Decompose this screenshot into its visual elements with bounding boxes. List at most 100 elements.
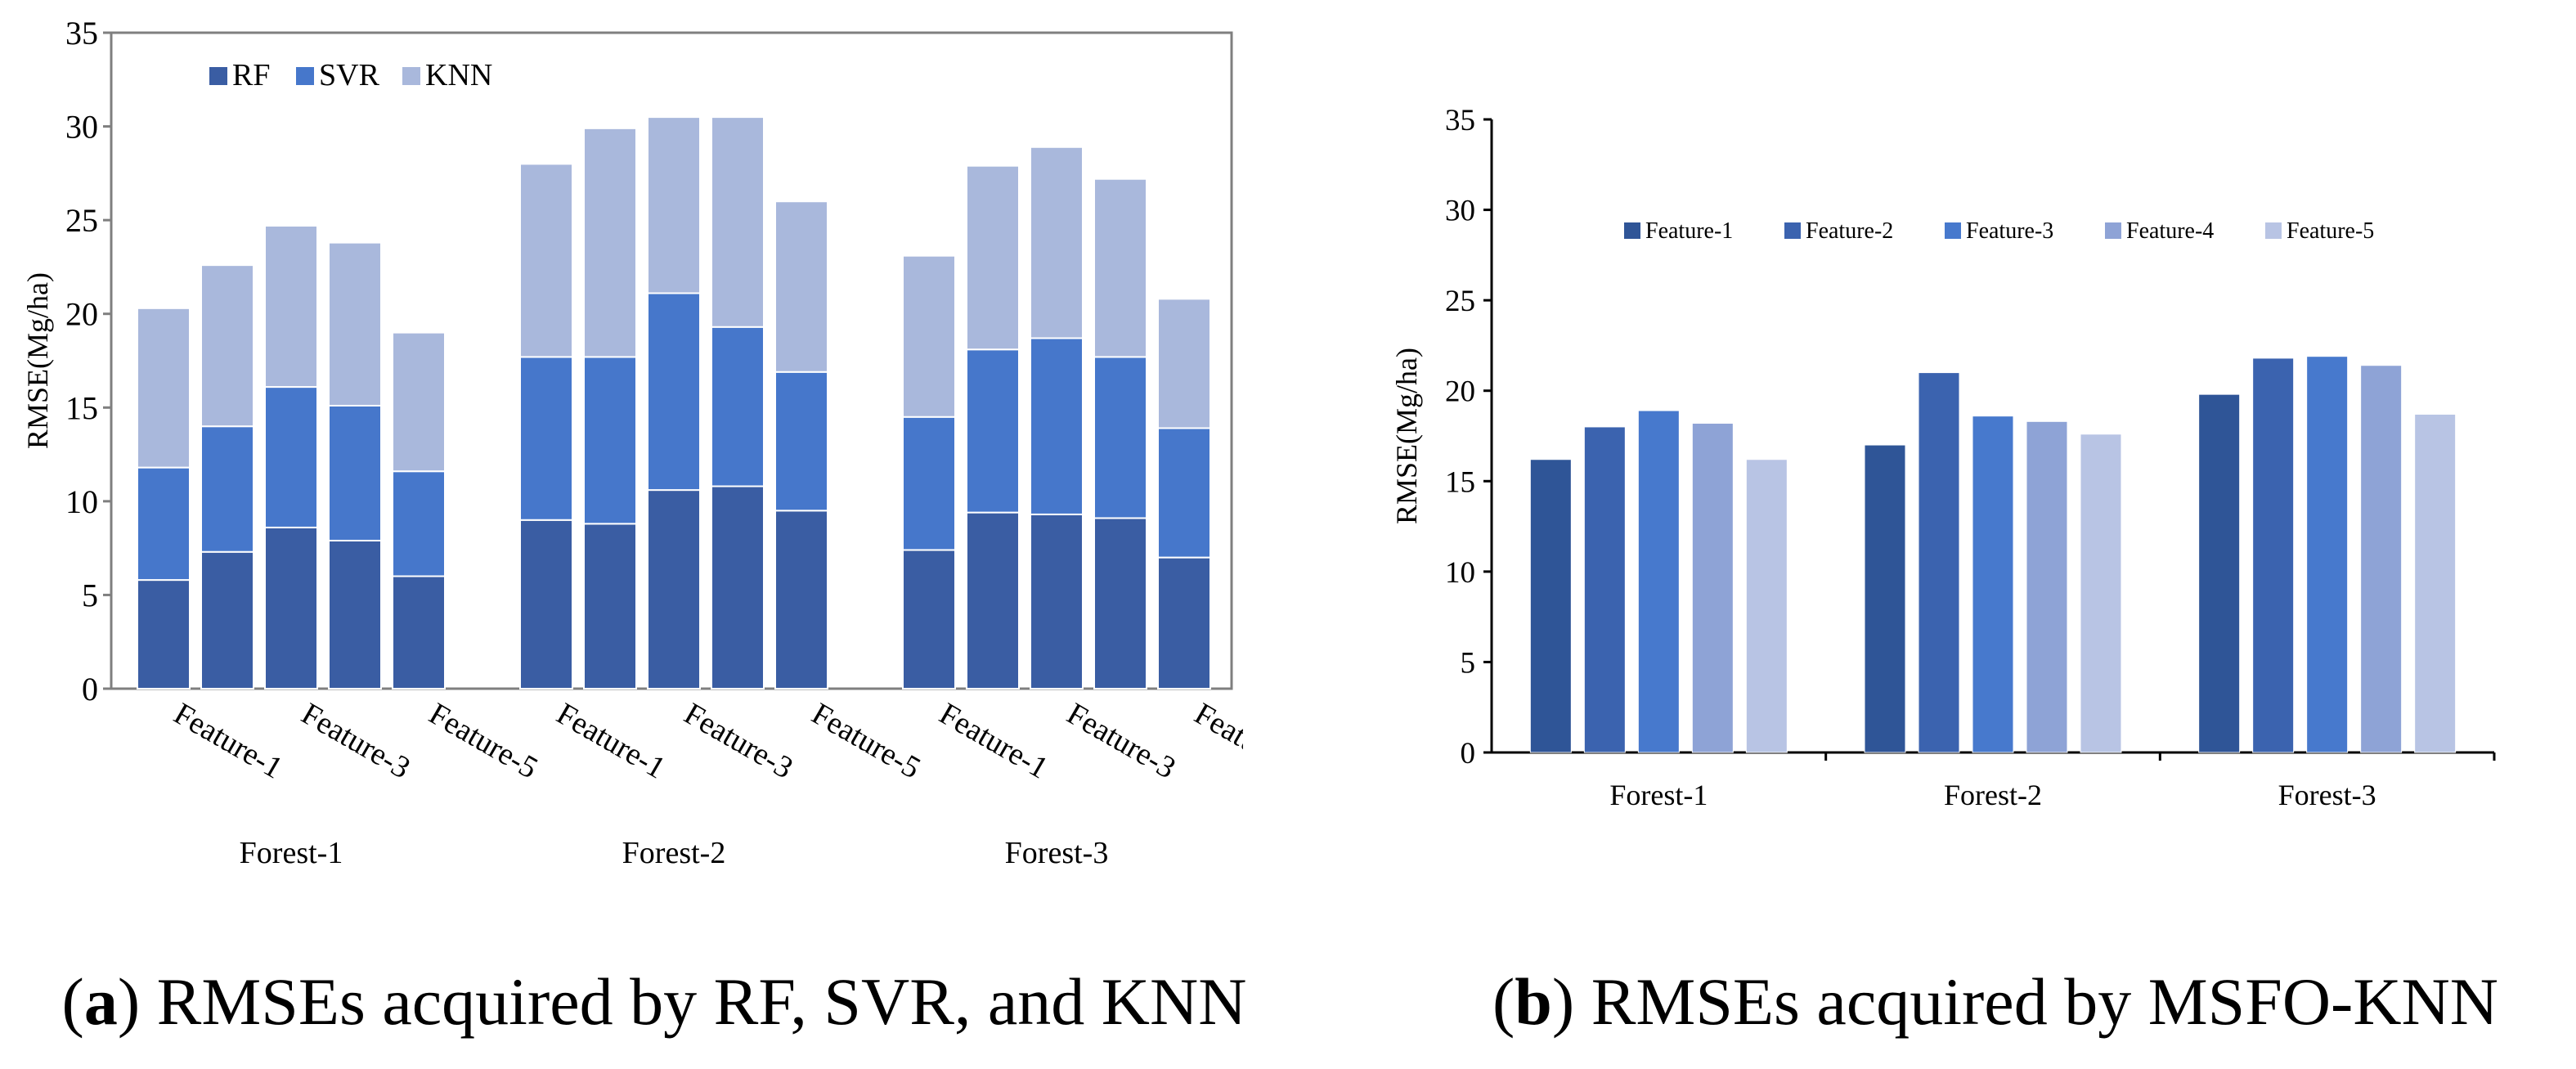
bar-a-knn	[774, 200, 828, 373]
bar-b-feature-3	[2306, 356, 2349, 753]
bar-a-svr	[1157, 427, 1211, 559]
legend-swatch-b	[1624, 222, 1640, 239]
bar-a-rf	[647, 489, 701, 690]
bar-a-rf	[902, 549, 956, 689]
y-tick-label-b: 25	[1445, 285, 1475, 318]
bar-a-knn	[1157, 298, 1211, 429]
y-axis-label-a: RMSE(Mg/ha)	[21, 272, 54, 449]
caption-a-letter: a	[83, 964, 118, 1039]
bar-a-rf	[1093, 517, 1147, 689]
bar-b-feature-1	[2198, 393, 2241, 753]
caption-b-letter: b	[1515, 964, 1552, 1039]
chart-b-grouped-bar: 0 5 10 15 20 25 30 35 RMSE(Mg/ha) Forest-1 Forest-…	[1390, 104, 2496, 811]
bar-b-feature-3	[1637, 410, 1680, 753]
bar-b-feature-2	[2252, 357, 2295, 753]
bar-a-svr	[137, 466, 191, 582]
legend-swatch-a	[296, 67, 314, 85]
bar-a-svr	[647, 292, 701, 492]
group-label-a: Forest-2	[622, 836, 726, 870]
bar-a-knn	[1093, 177, 1147, 358]
bar-b-feature-2	[1918, 372, 1960, 753]
x-tick-label-a: Feature-3	[296, 696, 416, 785]
caption-a-text: RMSEs acquired by RF, SVR, and KNN	[140, 964, 1247, 1039]
legend-swatch-b	[1945, 222, 1961, 239]
legend-label-b: Feature-3	[1966, 218, 2053, 244]
y-tick-label-a: 30	[65, 109, 98, 146]
y-tick-label-a: 5	[82, 577, 98, 613]
bar-a-rf	[711, 485, 765, 689]
bar-a-rf	[328, 539, 382, 690]
y-tick-label-b: 0	[1461, 737, 1476, 770]
bar-a-rf	[583, 523, 637, 690]
x-tick-label-a: Feature-3	[1061, 696, 1182, 785]
x-tick-label-b: Forest-2	[1944, 779, 2042, 811]
legend-label-a: KNN	[425, 58, 492, 92]
bar-a-svr	[902, 415, 956, 551]
bar-a-knn	[1030, 146, 1084, 339]
legend-swatch-b	[2265, 222, 2282, 239]
bar-a-svr	[200, 425, 254, 553]
y-tick-label-b: 15	[1445, 465, 1475, 499]
bar-a-knn	[328, 241, 382, 406]
caption-b: (b) RMSEs acquired by MSFO-KNN	[1492, 964, 2499, 1039]
bar-a-svr	[583, 356, 637, 525]
bar-a-svr	[392, 470, 446, 577]
bar-a-knn	[392, 331, 446, 473]
bar-b-feature-2	[1583, 426, 1626, 753]
y-tick-label-b: 20	[1445, 375, 1475, 409]
x-tick-label-a: Feature-1	[551, 696, 671, 785]
x-tick-label-b: Forest-1	[1609, 779, 1708, 811]
bar-b-feature-5	[2080, 433, 2122, 753]
y-tick-label-b: 5	[1461, 646, 1476, 680]
legend-swatch-b	[2105, 222, 2121, 239]
y-tick-label-a: 20	[65, 296, 98, 333]
bar-b-feature-4	[2360, 365, 2403, 753]
bar-a-rf	[392, 575, 446, 689]
group-label-a: Forest-1	[240, 836, 343, 870]
x-tick-label-b: Forest-3	[2278, 779, 2376, 811]
legend-swatch-a	[402, 67, 420, 85]
legend-label-a: RF	[232, 58, 270, 92]
group-label-a: Forest-3	[1005, 836, 1109, 870]
y-tick-label-b: 30	[1445, 195, 1475, 228]
bar-a-rf	[1157, 556, 1211, 689]
x-tick-label-a: Feature-5	[806, 696, 927, 785]
y-tick-label-a: 35	[65, 15, 98, 52]
bar-b-feature-5	[2414, 413, 2457, 753]
bar-a-knn	[519, 163, 573, 358]
x-tick-label-a: Feature-5	[1189, 696, 1244, 785]
caption-b-text: RMSEs acquired by MSFO-KNN	[1574, 964, 2499, 1039]
legend-label-a: SVR	[319, 58, 380, 92]
y-tick-label-a: 25	[65, 202, 98, 239]
x-tick-label-a: Feature-3	[679, 696, 799, 785]
bar-a-svr	[1093, 356, 1147, 519]
bar-b-feature-4	[1691, 423, 1734, 753]
legend-swatch-b	[1784, 222, 1801, 239]
bar-a-knn	[647, 116, 701, 294]
bar-b-feature-1	[1529, 459, 1572, 753]
y-tick-label-a: 15	[65, 389, 98, 426]
bar-b-feature-1	[1864, 444, 1906, 753]
y-tick-label-b: 10	[1445, 556, 1475, 590]
bar-a-rf	[519, 519, 573, 689]
bar-a-knn	[902, 254, 956, 418]
caption-a: (a) RMSEs acquired by RF, SVR, and KNN	[61, 964, 1247, 1039]
bar-a-svr	[264, 386, 318, 528]
bar-a-svr	[966, 348, 1020, 514]
bar-a-knn	[966, 164, 1020, 351]
bar-a-knn	[264, 225, 318, 389]
bar-a-rf	[774, 510, 828, 689]
legend-label-b: Feature-4	[2126, 218, 2214, 244]
bar-a-rf	[137, 579, 191, 690]
bar-a-rf	[200, 550, 254, 689]
bar-a-svr	[328, 404, 382, 541]
bar-a-knn	[583, 127, 637, 358]
bar-b-feature-3	[1972, 415, 2014, 753]
x-tick-label-a: Feature-1	[934, 696, 1054, 785]
y-tick-label-a: 10	[65, 483, 98, 520]
bar-a-svr	[519, 356, 573, 521]
bar-b-feature-4	[2026, 420, 2068, 753]
legend-label-b: Feature-1	[1645, 218, 1733, 244]
y-tick-label-a: 0	[82, 671, 98, 707]
